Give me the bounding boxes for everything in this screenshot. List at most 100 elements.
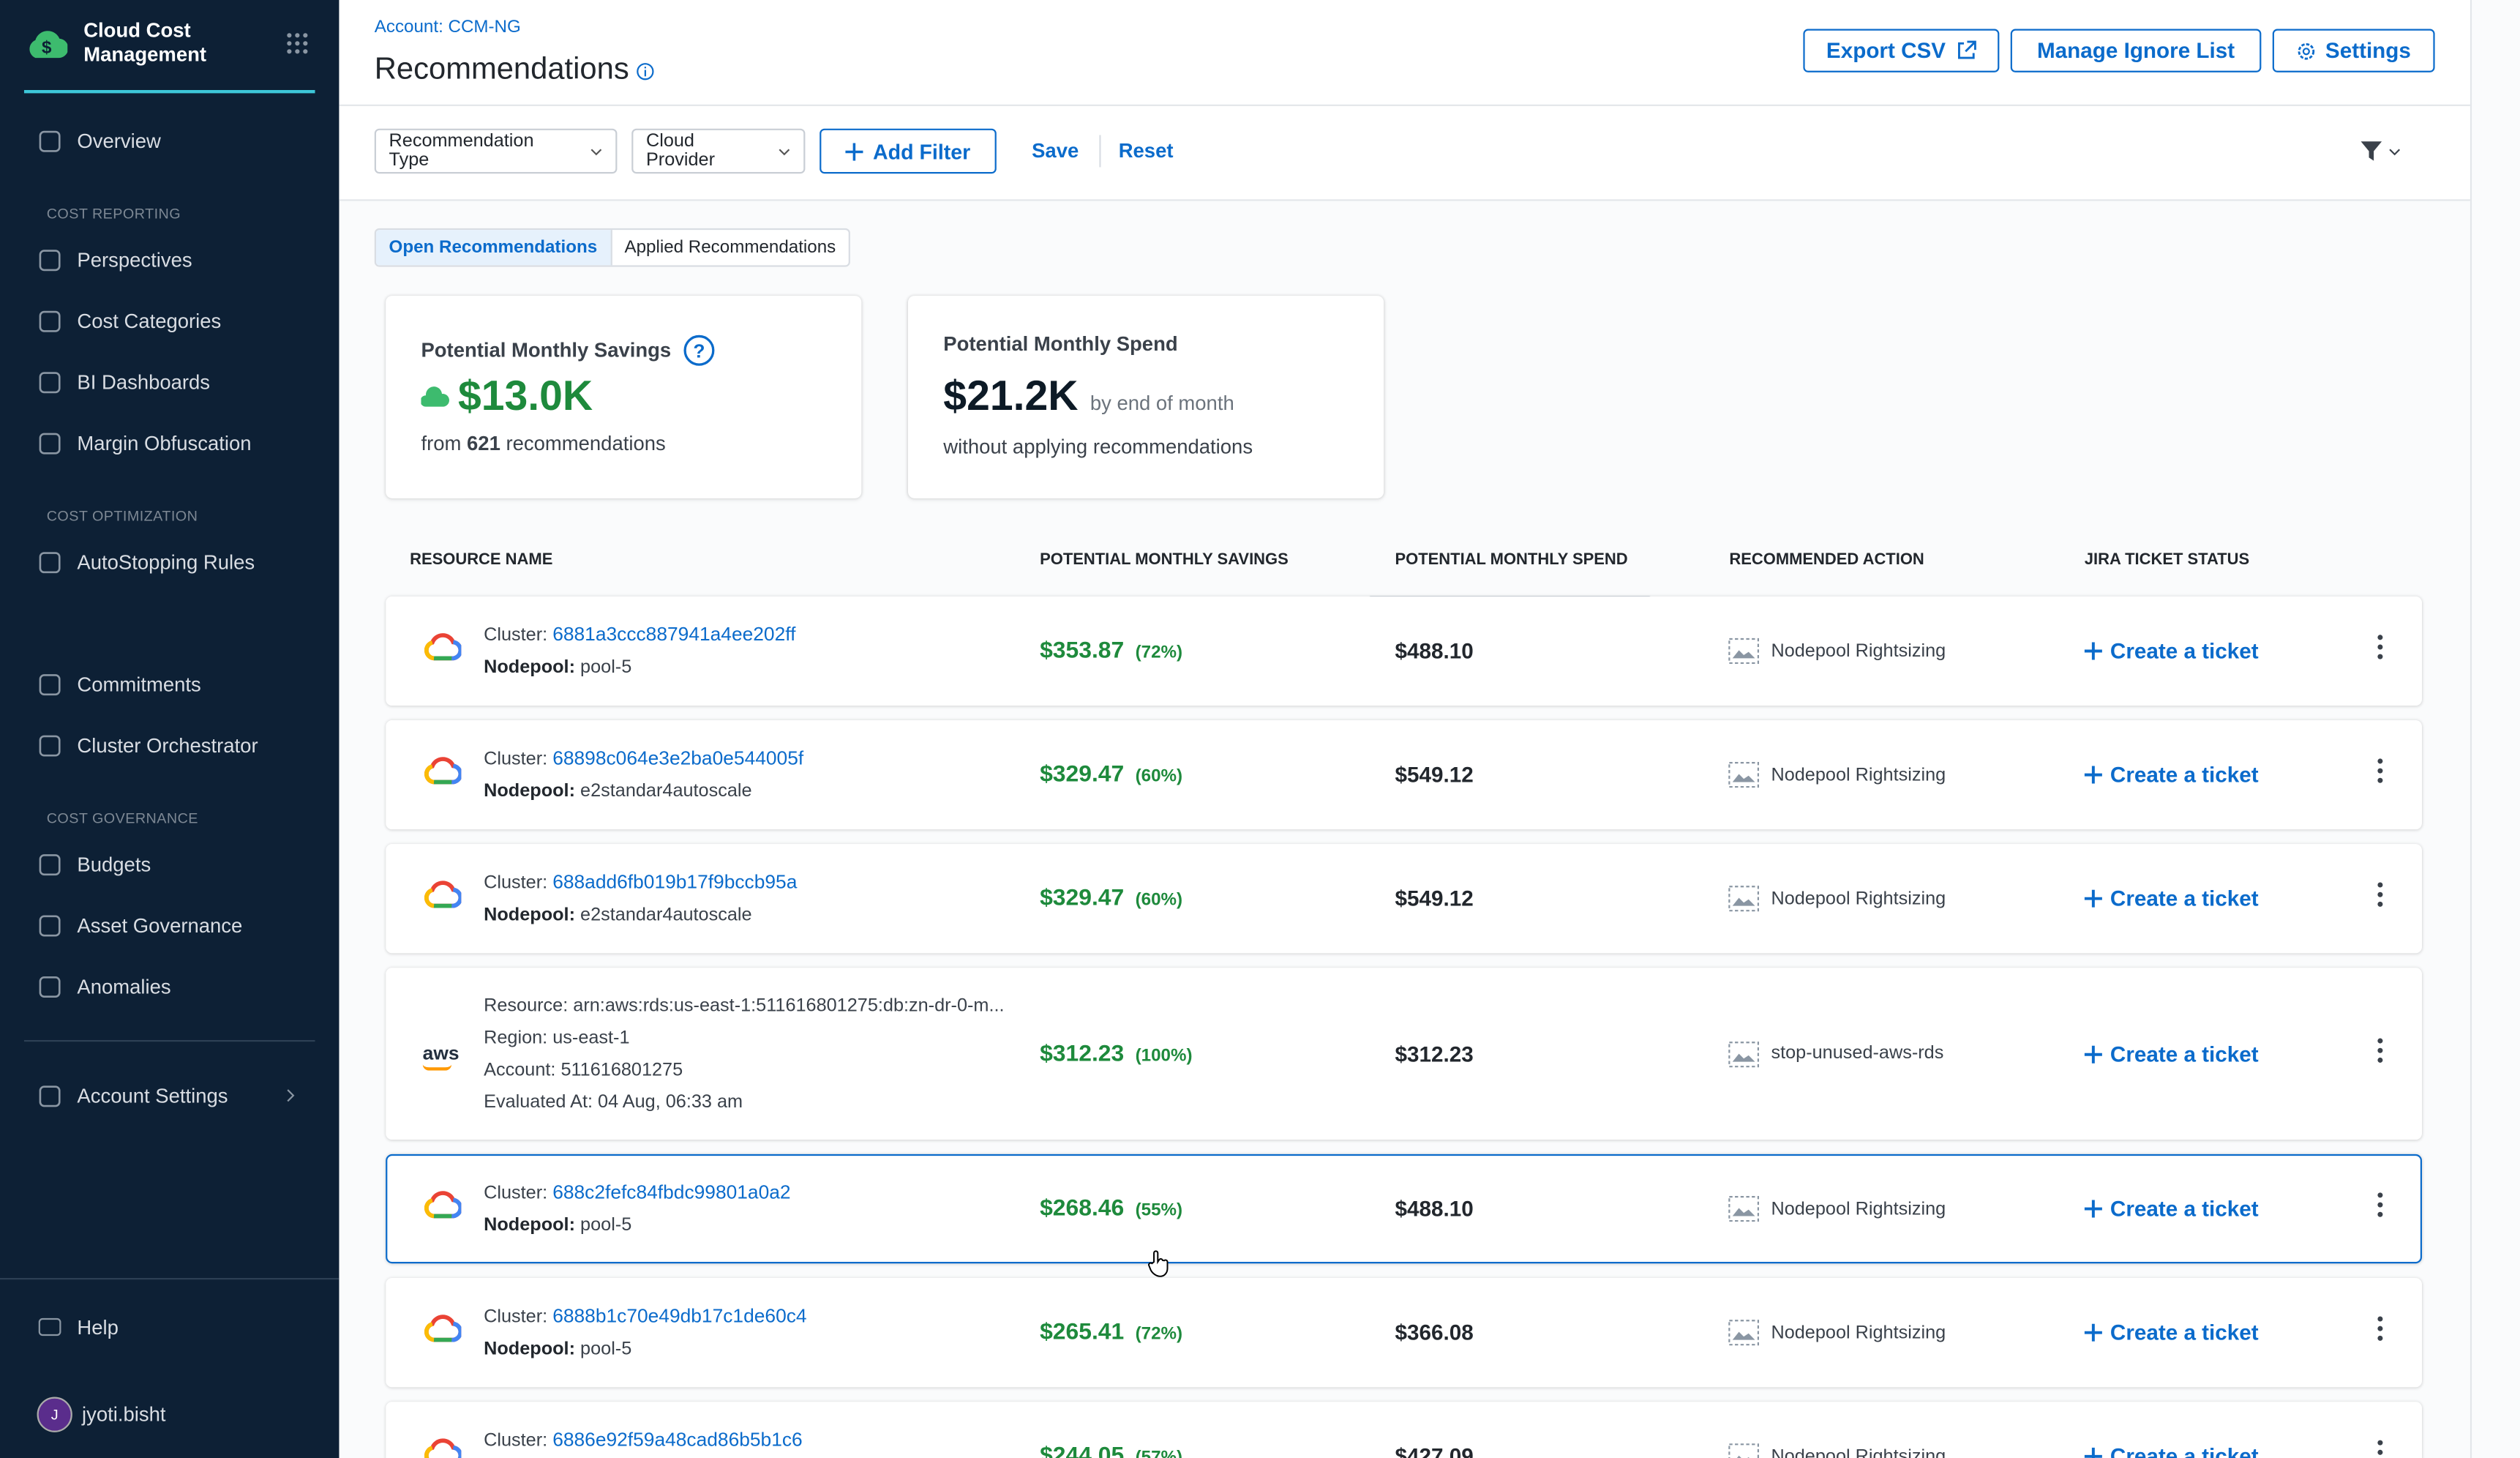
info-icon[interactable] (637, 62, 655, 80)
nav-item[interactable]: Asset Governance (24, 899, 315, 954)
line-value[interactable]: 68898c064e3e2ba0e544005f (552, 747, 803, 769)
export-csv-button[interactable]: Export CSV (1803, 29, 1999, 72)
row-menu[interactable] (2377, 1037, 2384, 1071)
help-label: Help (77, 1317, 118, 1339)
nav-item[interactable]: Commitments (24, 657, 315, 712)
create-ticket[interactable]: Create a ticket (2085, 1444, 2259, 1458)
nav-icon (37, 1083, 63, 1109)
tab[interactable]: Applied Recommendations (612, 230, 849, 265)
nav-item[interactable]: BI Dashboards (24, 355, 315, 410)
provider-logo (423, 1190, 462, 1227)
savings-amount: $353.87 (1040, 638, 1124, 664)
user[interactable]: J jyoti.bisht (37, 1397, 166, 1432)
nav-item[interactable]: Account Settings (24, 1069, 315, 1124)
recommendation-row[interactable]: Cluster: 688c2fefc84fbdc99801a0a2Nodepoo… (386, 1154, 2422, 1263)
chevron (590, 147, 602, 155)
create-ticket[interactable]: Create a ticket (2085, 639, 2259, 663)
spend: $312.23 (1395, 1042, 1474, 1066)
add-filter-button[interactable]: Add Filter (820, 129, 997, 173)
line-label: Nodepool: (484, 906, 575, 925)
savings-percent: (60%) (1136, 891, 1182, 910)
filter-dropdown[interactable]: Recommendation Type (375, 129, 618, 173)
resource-line: Nodepool: pool-5 (484, 1334, 806, 1366)
account-link[interactable]: Account: CCM-NG (375, 18, 521, 37)
recommendation-row[interactable]: awsResource: arn:aws:rds:us-east-1:51161… (386, 968, 2422, 1140)
row-menu[interactable] (2377, 882, 2384, 916)
nav-item[interactable]: Budgets (24, 837, 315, 892)
savings: $329.47(60%) (1040, 886, 1182, 911)
svg-text:$: $ (42, 37, 52, 57)
app-grid-icon[interactable] (286, 32, 309, 55)
recommendation-row[interactable]: Cluster: 68898c064e3e2ba0e544005fNodepoo… (386, 720, 2422, 829)
row-menu[interactable] (2377, 1192, 2384, 1226)
gcp-logo (423, 1314, 462, 1343)
sidebar: $ Cloud Cost Management OverviewCOST REP… (0, 0, 339, 1458)
resource-line: Region: us-east-1 (484, 1022, 1004, 1054)
recommended-action: Nodepool Rightsizing (1728, 761, 1946, 788)
savings-amount: $268.46 (1040, 1196, 1124, 1222)
recommendation-row[interactable]: Cluster: 6888b1c70e49db17c1de60c4Nodepoo… (386, 1278, 2422, 1387)
filter-toggle[interactable] (2359, 140, 2404, 165)
help-icon[interactable]: ? (683, 334, 715, 367)
gcp-logo (423, 880, 462, 909)
kebab-icon (2377, 1440, 2384, 1458)
create-ticket[interactable]: Create a ticket (2085, 763, 2259, 787)
spend: $488.10 (1395, 639, 1474, 663)
line-value[interactable]: 6888b1c70e49db17c1de60c4 (552, 1304, 806, 1327)
manage-ignore-button[interactable]: Manage Ignore List (2011, 29, 2262, 72)
avatar: J (37, 1397, 72, 1432)
svg-text:?: ? (692, 340, 704, 362)
spend: $427.09 (1395, 1444, 1474, 1458)
recommendation-row[interactable]: Cluster: 6886e92f59a48cad86b5b1c6Nodepoo… (386, 1402, 2422, 1458)
recommended-action: stop-unused-aws-rds (1728, 1040, 1943, 1067)
resource-name: Cluster: 688c2fefc84fbdc99801a0a2Nodepoo… (484, 1176, 790, 1242)
resource-name: Cluster: 6881a3ccc887941a4ee202ffNodepoo… (484, 618, 795, 684)
nav-item[interactable]: AutoStopping Rules (24, 535, 315, 590)
nav-item[interactable]: Cost Categories (24, 294, 315, 349)
savings-amount: $265.41 (1040, 1320, 1124, 1345)
line-value[interactable]: 688add6fb019b17f9bccb95a (552, 870, 797, 893)
button-label: Manage Ignore List (2037, 39, 2235, 63)
settings-button[interactable]: Settings (2273, 29, 2435, 72)
divider (0, 1278, 339, 1279)
resource-line: Nodepool: e2standar4autoscale (484, 900, 797, 932)
nav-icon (37, 974, 63, 1000)
row-menu[interactable] (2377, 758, 2384, 792)
reset-link[interactable]: Reset (1119, 140, 1174, 162)
row-menu[interactable] (2377, 1440, 2384, 1458)
nav-item[interactable]: Perspectives (24, 233, 315, 288)
help-link[interactable]: Help (37, 1315, 119, 1341)
plus-icon (2085, 1200, 2102, 1218)
nav-item[interactable]: Margin Obfuscation (24, 416, 315, 471)
ticket-label: Create a ticket (2110, 886, 2259, 911)
nav-item[interactable]: Anomalies (24, 960, 315, 1014)
nav-icon (37, 672, 63, 698)
savings-amount: $312.23 (1040, 1041, 1124, 1066)
row-menu[interactable] (2377, 634, 2384, 668)
create-ticket[interactable]: Create a ticket (2085, 1197, 2259, 1221)
save-link[interactable]: Save (1032, 140, 1079, 162)
create-ticket[interactable]: Create a ticket (2085, 1042, 2259, 1066)
recommendation-row[interactable]: Cluster: 688add6fb019b17f9bccb95aNodepoo… (386, 844, 2422, 953)
resource-line: Cluster: 688c2fefc84fbdc99801a0a2 (484, 1176, 790, 1210)
row-menu[interactable] (2377, 1316, 2384, 1350)
line-value[interactable]: 6881a3ccc887941a4ee202ff (552, 623, 795, 646)
plus-icon (2085, 766, 2102, 784)
card-title: Potential Monthly Spend (943, 333, 1177, 356)
action-icon (1728, 1040, 1760, 1067)
nav-item[interactable]: Overview (24, 114, 315, 169)
tab[interactable]: Open Recommendations (376, 230, 612, 265)
title-text: Recommendations (375, 53, 629, 88)
kebab-icon (2377, 634, 2384, 659)
create-ticket[interactable]: Create a ticket (2085, 1320, 2259, 1345)
filter-dropdown[interactable]: Cloud Provider (631, 129, 805, 173)
line-value[interactable]: 688c2fefc84fbdc99801a0a2 (552, 1181, 790, 1203)
action-label: Nodepool Rightsizing (1771, 641, 1946, 660)
nav-item[interactable]: Cluster Orchestrator (24, 719, 315, 774)
line-value[interactable]: 6886e92f59a48cad86b5b1c6 (552, 1428, 803, 1451)
spend: $549.12 (1395, 763, 1474, 787)
create-ticket[interactable]: Create a ticket (2085, 886, 2259, 911)
gear-icon (2296, 41, 2315, 60)
recommendation-row[interactable]: Cluster: 6881a3ccc887941a4ee202ffNodepoo… (386, 597, 2422, 706)
